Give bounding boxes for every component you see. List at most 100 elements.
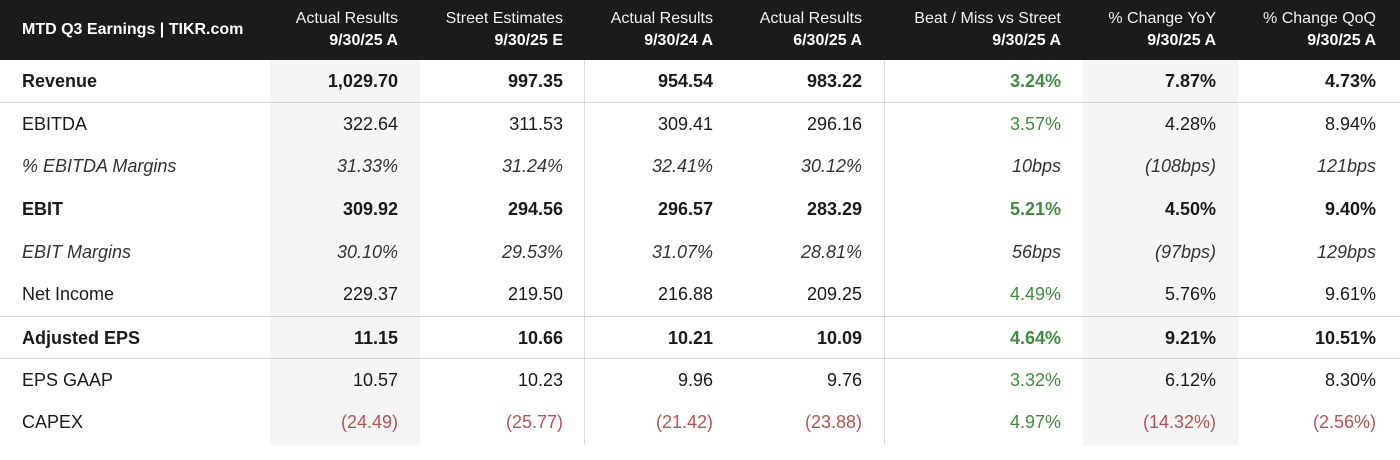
cell-beat-miss: 4.97%: [1009, 411, 1061, 432]
cell-change-qoq: 9.61%: [1324, 283, 1376, 304]
cell-actual-q3-25: (24.49): [340, 411, 398, 432]
cell-change-qoq: 9.40%: [1324, 198, 1376, 219]
cell-street-estimate: 997.35: [507, 70, 563, 91]
cell-actual-q3-24: 9.96: [677, 369, 713, 390]
cell-change-yoy: (108bps): [1144, 155, 1216, 176]
shaded-column-yoy: [1083, 60, 1238, 445]
column-header-actual-q3-24: Actual Results 9/30/24 A: [585, 0, 713, 60]
cell-actual-q2-25: 283.29: [806, 198, 862, 219]
cell-street-estimate: 219.50: [507, 283, 563, 304]
cell-actual-q2-25: 30.12%: [800, 155, 862, 176]
cell-street-estimate: (25.77): [505, 411, 563, 432]
cell-beat-miss: 56bps: [1011, 241, 1061, 262]
column-header-line1: Actual Results: [610, 10, 713, 27]
cell-actual-q3-25: 30.10%: [336, 241, 398, 262]
row-label: EBIT: [22, 198, 64, 219]
cell-actual-q2-25: (23.88): [804, 411, 862, 432]
column-header-street-estimates: Street Estimates 9/30/25 E: [420, 0, 563, 60]
cell-actual-q3-25: 31.33%: [336, 155, 398, 176]
cell-actual-q3-25: 10.57: [352, 369, 398, 390]
table-row-ebit-margins: EBIT Margins 30.10% 29.53% 31.07% 28.81%…: [0, 231, 1400, 273]
cell-actual-q3-25: 229.37: [342, 283, 398, 304]
shaded-column-actual: [270, 60, 420, 445]
cell-street-estimate: 311.53: [509, 113, 563, 134]
cell-beat-miss: 10bps: [1011, 155, 1061, 176]
cell-change-qoq: 121bps: [1316, 155, 1376, 176]
row-label: EBITDA: [22, 113, 88, 134]
row-label: EBIT Margins: [22, 241, 132, 262]
cell-beat-miss: 3.24%: [1009, 70, 1061, 91]
column-header-line2: 6/30/25 A: [793, 32, 862, 49]
column-header-line2: 9/30/25 A: [1307, 32, 1376, 49]
cell-change-yoy: (14.32%): [1142, 411, 1216, 432]
table-row-revenue: Revenue 1,029.70 997.35 954.54 983.22 3.…: [0, 60, 1400, 102]
column-header-line2: 9/30/25 E: [494, 32, 564, 49]
cell-actual-q3-24: 309.41: [657, 113, 713, 134]
table-row-ebit: EBIT 309.92 294.56 296.57 283.29 5.21% 4…: [0, 188, 1400, 230]
table-row-ebitda: EBITDA 322.64 311.53 309.41 296.16 3.57%…: [0, 102, 1400, 145]
column-divider: [884, 60, 885, 445]
cell-change-qoq: (2.56%): [1312, 411, 1376, 432]
cell-actual-q3-24: 10.21: [667, 327, 713, 348]
cell-actual-q2-25: 28.81%: [800, 241, 862, 262]
cell-actual-q3-24: 296.57: [657, 198, 713, 219]
cell-change-qoq: 129bps: [1316, 241, 1376, 262]
column-header-line2: 9/30/24 A: [644, 32, 713, 49]
column-header-change-yoy: % Change YoY 9/30/25 A: [1083, 0, 1216, 60]
table-row-eps-gaap: EPS GAAP 10.57 10.23 9.96 9.76 3.32% 6.1…: [0, 358, 1400, 401]
column-header-line2: 9/30/25 A: [992, 32, 1061, 49]
table-row-net-income: Net Income 229.37 219.50 216.88 209.25 4…: [0, 273, 1400, 315]
cell-actual-q2-25: 296.16: [806, 113, 862, 134]
cell-actual-q3-25: 322.64: [342, 113, 398, 134]
column-header-actual-q3-25: Actual Results 9/30/25 A: [270, 0, 398, 60]
cell-street-estimate: 294.56: [507, 198, 563, 219]
column-header-line1: Actual Results: [295, 10, 398, 27]
cell-street-estimate: 29.53%: [501, 241, 563, 262]
cell-actual-q3-24: 954.54: [657, 70, 713, 91]
column-header-line1: % Change QoQ: [1263, 10, 1376, 27]
cell-change-yoy: 5.76%: [1164, 283, 1216, 304]
cell-change-qoq: 10.51%: [1314, 327, 1376, 348]
table-row-ebitda-margins: % EBITDA Margins 31.33% 31.24% 32.41% 30…: [0, 145, 1400, 187]
cell-change-yoy: 4.50%: [1164, 198, 1216, 219]
cell-change-yoy: (97bps): [1154, 241, 1216, 262]
cell-beat-miss: 4.49%: [1009, 283, 1061, 304]
column-header-line1: Actual Results: [759, 10, 862, 27]
cell-street-estimate: 10.23: [517, 369, 563, 390]
column-header-line2: 9/30/25 A: [329, 32, 398, 49]
table-row-capex: CAPEX (24.49) (25.77) (21.42) (23.88) 4.…: [0, 401, 1400, 443]
column-divider: [584, 60, 585, 445]
cell-beat-miss: 5.21%: [1009, 198, 1061, 219]
cell-change-qoq: 8.30%: [1324, 369, 1376, 390]
cell-street-estimate: 31.24%: [501, 155, 563, 176]
row-label: Adjusted EPS: [22, 327, 141, 348]
cell-street-estimate: 10.66: [517, 327, 563, 348]
column-header-line1: Beat / Miss vs Street: [914, 10, 1061, 27]
cell-actual-q3-25: 11.15: [353, 327, 398, 348]
cell-change-yoy: 9.21%: [1164, 327, 1216, 348]
row-label: Revenue: [22, 70, 98, 91]
table-title: MTD Q3 Earnings | TIKR.com: [22, 21, 244, 38]
cell-actual-q3-25: 1,029.70: [327, 70, 398, 91]
column-header-actual-q2-25: Actual Results 6/30/25 A: [735, 0, 862, 60]
cell-actual-q3-24: 32.41%: [651, 155, 713, 176]
cell-beat-miss: 3.57%: [1009, 113, 1061, 134]
row-label: Net Income: [22, 283, 115, 304]
cell-actual-q3-25: 309.92: [342, 198, 398, 219]
cell-actual-q3-24: 216.88: [657, 283, 713, 304]
cell-actual-q2-25: 10.09: [816, 327, 862, 348]
table-row-adjusted-eps: Adjusted EPS 11.15 10.66 10.21 10.09 4.6…: [0, 316, 1400, 359]
cell-actual-q2-25: 983.22: [806, 70, 862, 91]
cell-change-qoq: 4.73%: [1324, 70, 1376, 91]
cell-actual-q2-25: 9.76: [826, 369, 862, 390]
table-header: MTD Q3 Earnings | TIKR.com Actual Result…: [0, 0, 1400, 60]
column-header-beat-miss: Beat / Miss vs Street 9/30/25 A: [885, 0, 1061, 60]
cell-change-yoy: 4.28%: [1164, 113, 1216, 134]
column-header-line1: Street Estimates: [445, 10, 563, 27]
cell-beat-miss: 4.64%: [1009, 327, 1061, 348]
column-header-line2: 9/30/25 A: [1147, 32, 1216, 49]
cell-beat-miss: 3.32%: [1009, 369, 1061, 390]
column-header-line1: % Change YoY: [1108, 10, 1216, 27]
cell-actual-q2-25: 209.25: [806, 283, 862, 304]
